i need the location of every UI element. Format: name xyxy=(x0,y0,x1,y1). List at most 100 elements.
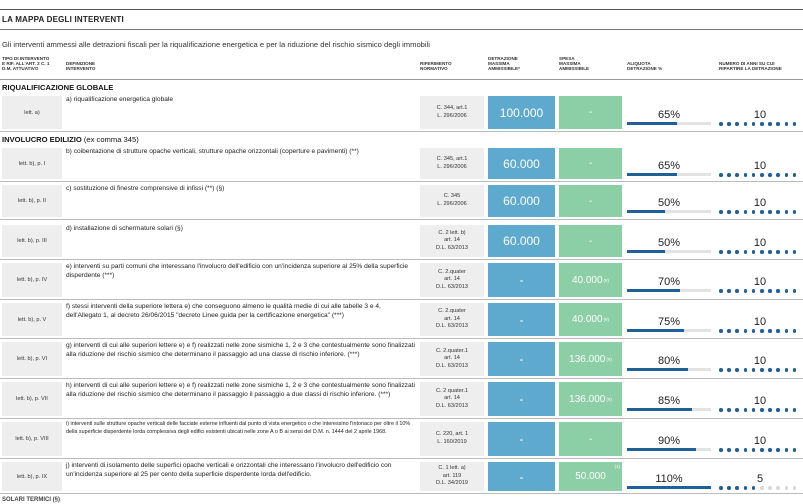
spesa-note: (#) xyxy=(603,317,610,322)
row-rule xyxy=(0,219,803,220)
year-dot-on xyxy=(760,289,764,293)
deduction-rate-bar xyxy=(627,250,711,253)
year-dot-on xyxy=(760,210,764,214)
year-dot-on xyxy=(760,122,764,126)
header-definizione: DEFINIZIONE INTERVENTO xyxy=(66,61,96,72)
year-dot-on xyxy=(760,250,764,254)
years-dots xyxy=(719,289,803,293)
year-dot-on xyxy=(727,250,731,254)
years-dots xyxy=(719,486,803,490)
year-dot-on xyxy=(743,289,748,293)
year-dot-on xyxy=(760,408,764,412)
year-dot-on xyxy=(743,486,748,490)
years-count: 10 xyxy=(753,355,767,367)
year-dot-on xyxy=(776,368,780,372)
intervention-definition: i) interventi sulle strutture opache ver… xyxy=(66,421,411,435)
max-expense-value: - xyxy=(588,158,593,169)
reference-line: C. 2.quater.1 xyxy=(435,347,469,354)
year-dot-on xyxy=(751,368,756,372)
year-dot-on xyxy=(792,250,797,254)
years-dots xyxy=(719,329,803,333)
intervention-type: lett. a) xyxy=(2,96,62,129)
max-expense-value: - xyxy=(588,107,593,118)
year-dot-on xyxy=(719,250,723,254)
deduction-rate: 50% xyxy=(657,197,681,209)
year-dot-on xyxy=(751,173,756,177)
deduction-rate-bar xyxy=(627,408,711,411)
reference-line: C. 2 lett. b) xyxy=(438,229,466,236)
year-dot-on xyxy=(784,250,789,254)
intervention-type: lett. b), p. VII xyxy=(2,382,62,416)
intervention-definition: g) interventi di cui alle superiori lett… xyxy=(66,342,415,358)
intervention-type: lett. b), p. II xyxy=(2,185,62,217)
intervention-type: lett. b), p. III xyxy=(2,225,62,257)
year-dot-on xyxy=(768,122,772,126)
spesa-note: (#) xyxy=(603,277,610,283)
year-dot-on xyxy=(784,408,789,412)
intervention-type: lett. b), p. VIII xyxy=(2,422,62,456)
max-expense: 136.000 (#) xyxy=(559,342,622,376)
year-dot-off xyxy=(760,486,764,490)
year-dot-on xyxy=(743,408,748,412)
max-deduction: - xyxy=(488,342,555,376)
deduction-rate-fill xyxy=(627,250,666,253)
reference-line: art. 14 xyxy=(444,395,460,402)
reference-line: C. 345, art.1 xyxy=(436,155,468,162)
intervention-type: lett. b), p. V xyxy=(2,303,62,336)
row-rule xyxy=(0,378,803,379)
year-dot-on xyxy=(784,122,789,126)
year-dot-on xyxy=(784,448,789,452)
deduction-rate: 65% xyxy=(657,160,681,172)
year-dot-on xyxy=(760,448,764,452)
year-dot-on xyxy=(719,289,723,293)
reference-line: D.L. 63/2013 xyxy=(435,323,469,330)
table-row: lett. b), p. VII h) interventi di cui al… xyxy=(0,379,803,419)
year-dot-on xyxy=(719,486,723,490)
reference-line: L. 296/2006 xyxy=(437,112,467,119)
table-row: lett. b), p. VIII i) interventi sulle st… xyxy=(0,419,803,459)
deduction-rate: 110% xyxy=(655,473,683,485)
header-anni: NUMERO DI ANNI SU CUI RIPARTIRE LA DETRAZ… xyxy=(719,61,782,72)
year-dot-on xyxy=(760,329,764,333)
reference-line: C. 345 xyxy=(443,193,461,200)
deduction-rate-fill xyxy=(627,368,689,371)
year-dot-on xyxy=(784,329,789,333)
deduction-rate-fill xyxy=(627,408,692,411)
max-expense: - xyxy=(559,185,622,217)
year-dot-on xyxy=(751,289,756,293)
reference-line: D.L. 63/2013 xyxy=(435,402,469,409)
intervention-definition: d) installazione di schermature solari (… xyxy=(66,225,183,232)
intervention-definition: j) interventi di isolamento delle superf… xyxy=(66,462,392,478)
years-dots xyxy=(719,210,803,214)
years-dots xyxy=(719,122,803,126)
header-aliquota: ALIQUOTA DETRAZIONE % xyxy=(627,61,663,72)
row-rule xyxy=(0,458,803,459)
year-dot-on xyxy=(735,210,739,214)
reference-line: L. 296/2006 xyxy=(437,201,467,207)
year-dot-on xyxy=(776,173,780,177)
intervention-definition: e) interventi su parti comuni che intere… xyxy=(66,263,409,279)
deduction-rate-bar xyxy=(627,329,711,332)
max-expense-value: - xyxy=(588,235,593,247)
years-count: 10 xyxy=(753,197,767,209)
reference-line: L. 296/2006 xyxy=(437,163,467,170)
deduction-rate-bar xyxy=(627,486,711,489)
deduction-rate: 50% xyxy=(657,237,681,249)
normative-reference: C. 345 L. 296/2006 xyxy=(420,185,484,217)
year-dot-on xyxy=(760,368,764,372)
max-deduction: 60.000 xyxy=(488,225,555,257)
deduction-rate-fill xyxy=(627,210,666,213)
reference-line: D.L. 63/2013 xyxy=(435,244,469,251)
max-deduction: - xyxy=(488,303,555,336)
page-subtitle: Gli interventi ammessi alle detrazioni f… xyxy=(2,40,430,49)
normative-reference: C. 2.quater art. 14 D.L. 63/2013 xyxy=(420,263,484,297)
table-row: lett. b), p. VI g) interventi di cui all… xyxy=(0,339,803,379)
top-rule xyxy=(0,9,803,10)
year-dot-on xyxy=(727,486,731,490)
year-dot-on xyxy=(768,289,772,293)
reference-line: C. 2.quater xyxy=(438,268,466,275)
year-dot-on xyxy=(751,122,756,126)
header-riferimento: RIFERIMENTO NORMATIVO xyxy=(420,61,452,72)
year-dot-on xyxy=(768,250,772,254)
years-dots xyxy=(719,408,803,412)
